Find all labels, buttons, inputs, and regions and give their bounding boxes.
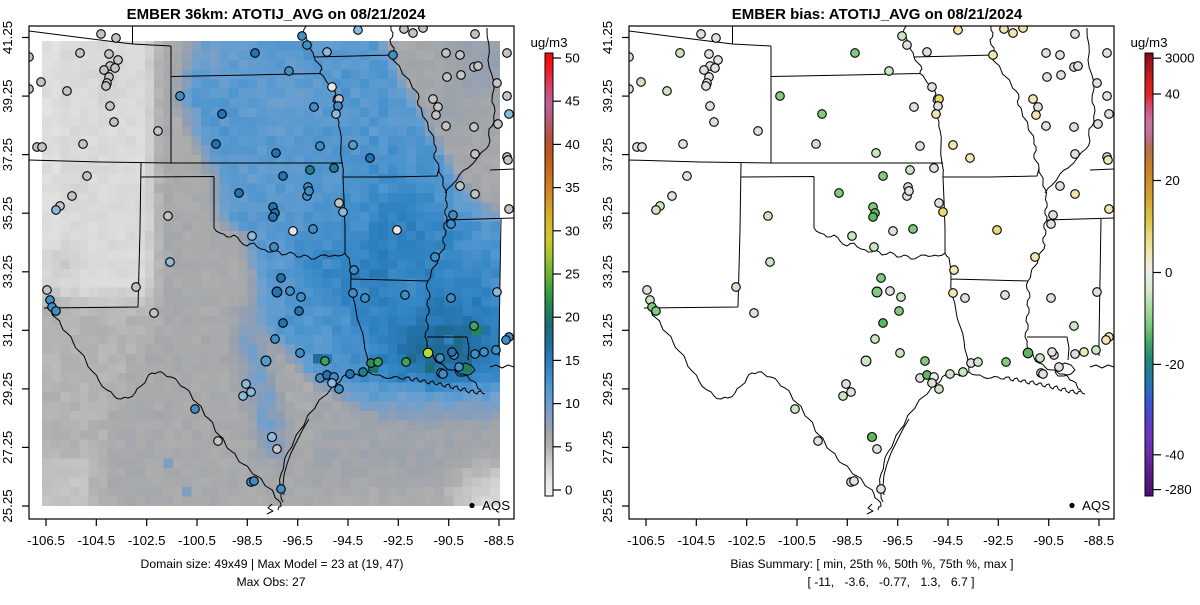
svg-text:40: 40 — [565, 137, 580, 152]
svg-text:Bias Summary: [ min, 25th %, 5: Bias Summary: [ min, 25th %, 50th %, 75t… — [730, 557, 1013, 571]
svg-text:-106.5: -106.5 — [27, 533, 65, 548]
svg-text:-90.5: -90.5 — [434, 533, 464, 548]
svg-text:25.25: 25.25 — [600, 489, 615, 522]
svg-text:-280: -280 — [1165, 482, 1192, 497]
svg-text:25.25: 25.25 — [0, 489, 15, 522]
svg-text:41.25: 41.25 — [0, 21, 15, 54]
svg-text:-20: -20 — [1165, 357, 1184, 372]
svg-text:37.25: 37.25 — [0, 138, 15, 171]
svg-text:Max Obs: 27: Max Obs: 27 — [236, 575, 305, 589]
svg-text:-98.5: -98.5 — [232, 533, 262, 548]
svg-text:45: 45 — [565, 94, 580, 109]
svg-text:30: 30 — [565, 223, 580, 238]
svg-text:37.25: 37.25 — [600, 138, 615, 171]
svg-text:29.25: 29.25 — [600, 372, 615, 405]
svg-text:-88.5: -88.5 — [1084, 533, 1114, 548]
svg-text:35.25: 35.25 — [600, 197, 615, 230]
svg-text:EMBER 36km: ATOTIJ_AVG on 08/2: EMBER 36km: ATOTIJ_AVG on 08/21/2024 — [127, 6, 426, 23]
svg-text:-96.5: -96.5 — [283, 533, 313, 548]
svg-text:-98.5: -98.5 — [832, 533, 862, 548]
svg-text:33.25: 33.25 — [0, 255, 15, 288]
svg-text:31.25: 31.25 — [0, 314, 15, 347]
svg-text:40: 40 — [1165, 87, 1180, 102]
svg-text:39.25: 39.25 — [0, 79, 15, 112]
svg-text:27.25: 27.25 — [0, 431, 15, 464]
svg-text:-102.5: -102.5 — [128, 533, 166, 548]
svg-text:-100.5: -100.5 — [178, 533, 216, 548]
svg-text:-106.5: -106.5 — [627, 533, 665, 548]
svg-text:-104.5: -104.5 — [677, 533, 715, 548]
svg-text:EMBER bias: ATOTIJ_AVG on 08/2: EMBER bias: ATOTIJ_AVG on 08/21/2024 — [732, 6, 1023, 23]
svg-text:29.25: 29.25 — [0, 372, 15, 405]
svg-text:-96.5: -96.5 — [883, 533, 913, 548]
svg-text:35: 35 — [565, 180, 580, 195]
svg-text:-90.5: -90.5 — [1034, 533, 1064, 548]
svg-text:31.25: 31.25 — [600, 314, 615, 347]
svg-text:25: 25 — [565, 267, 580, 282]
svg-text:20: 20 — [1165, 173, 1180, 188]
svg-text:0: 0 — [1165, 265, 1172, 280]
svg-text:-92.5: -92.5 — [983, 533, 1013, 548]
svg-text:Domain size: 49x49 | Max Model: Domain size: 49x49 | Max Model = 23 at (… — [141, 557, 404, 571]
svg-text:5: 5 — [565, 439, 572, 454]
svg-text:35.25: 35.25 — [0, 197, 15, 230]
svg-text:[ -11, -3.6, -0.77, 1.3,: [ -11, -3.6, -0.77, 1.3, 6.7 ] — [807, 575, 974, 589]
svg-text:-92.5: -92.5 — [383, 533, 413, 548]
svg-text:27.25: 27.25 — [600, 431, 615, 464]
svg-text:0: 0 — [565, 483, 572, 498]
svg-text:-40: -40 — [1165, 447, 1184, 462]
svg-text:33.25: 33.25 — [600, 255, 615, 288]
svg-text:ug/m3: ug/m3 — [531, 35, 568, 50]
svg-text:-104.5: -104.5 — [77, 533, 115, 548]
svg-text:-94.5: -94.5 — [933, 533, 963, 548]
svg-text:-88.5: -88.5 — [484, 533, 514, 548]
svg-text:AQS: AQS — [482, 498, 510, 513]
svg-text:39.25: 39.25 — [600, 79, 615, 112]
svg-text:50: 50 — [565, 51, 580, 66]
svg-text:-102.5: -102.5 — [728, 533, 766, 548]
svg-text:-94.5: -94.5 — [333, 533, 363, 548]
svg-text:ug/m3: ug/m3 — [1131, 35, 1168, 50]
svg-text:20: 20 — [565, 310, 580, 325]
svg-text:15: 15 — [565, 353, 580, 368]
svg-text:41.25: 41.25 — [600, 21, 615, 54]
svg-text:-100.5: -100.5 — [778, 533, 816, 548]
svg-text:AQS: AQS — [1082, 498, 1110, 513]
svg-text:10: 10 — [565, 396, 580, 411]
svg-text:3000: 3000 — [1165, 51, 1195, 66]
